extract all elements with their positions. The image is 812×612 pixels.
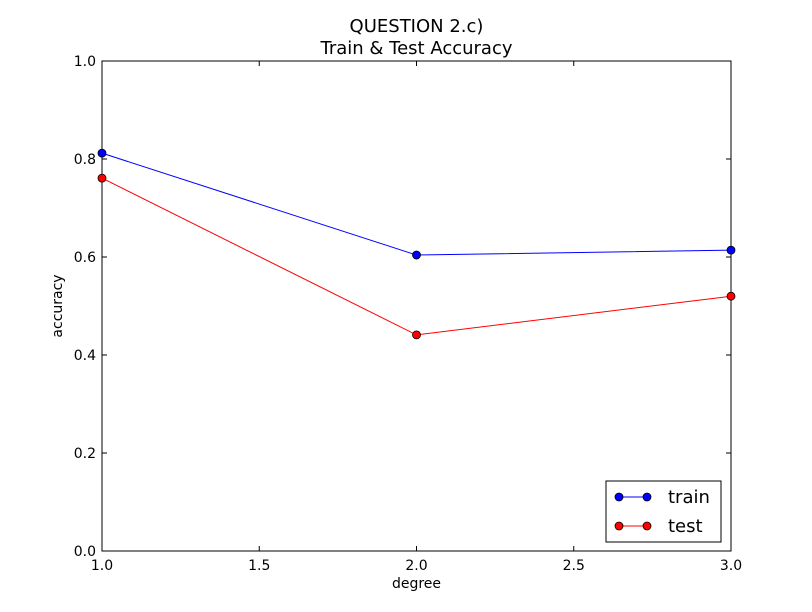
x-tick-label: 1.0 [91,558,113,574]
data-point-train [726,245,736,255]
legend-marker [642,492,652,502]
data-point-train [97,148,107,158]
y-tick-label: 0.2 [74,446,96,462]
data-point-test [726,291,736,301]
legend-label: test [668,516,703,537]
series-layer [97,148,736,340]
y-tick-label: 0.0 [74,544,96,560]
plot-frame [101,60,732,552]
plot-area [101,60,732,552]
y-axis: 0.0 0.2 0.4 0.6 0.8 1.0 [74,54,731,560]
legend-label: train [668,487,710,508]
y-axis-label: accuracy [50,274,66,337]
series-test [97,173,736,340]
x-tick-label: 2.0 [405,558,427,574]
legend-marker [614,492,624,502]
legend: train test [605,480,722,543]
y-tick-label: 0.6 [74,250,96,266]
y-tick-label: 0.4 [74,348,96,364]
data-point-test [412,330,421,340]
data-point-test [97,173,107,183]
x-axis-label: degree [392,576,441,592]
legend-marker [614,521,624,531]
data-point-train [412,250,421,260]
legend-entry-train: train [614,487,710,508]
x-axis: 1.0 1.5 2.0 2.5 3.0 [91,61,742,574]
y-tick-label: 1.0 [74,54,96,70]
x-tick-label: 1.5 [248,558,270,574]
legend-marker [642,521,652,531]
legend-frame [605,480,722,543]
x-tick-label: 3.0 [720,558,742,574]
x-tick-label: 2.5 [563,558,585,574]
legend-entry-test: test [614,516,703,537]
chart-title: QUESTION 2.c) [350,16,484,37]
series-train [97,148,736,260]
chart-subtitle: Train & Test Accuracy [319,38,512,59]
y-tick-label: 0.8 [74,152,96,168]
